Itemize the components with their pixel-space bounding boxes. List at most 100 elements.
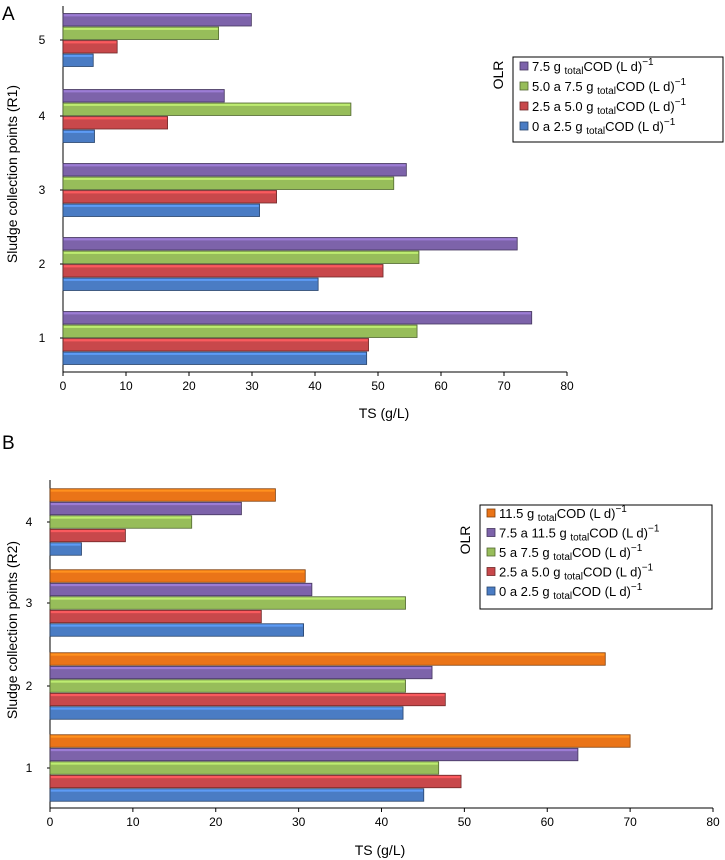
panel-b-y-tick-label: 3 <box>26 596 33 610</box>
panel-b-y-tick-label: 2 <box>26 679 33 693</box>
panel-b-bar-highlight <box>50 529 125 533</box>
panel-b-legend-label-orange: 11.5 g totalCOD (L d)−1 <box>499 504 627 524</box>
panel-b-x-tick-label: 40 <box>375 815 389 829</box>
panel-a-bar-highlight <box>63 27 218 30</box>
panel-b-y-tick-label: 4 <box>26 515 33 529</box>
panel-b-bar-highlight <box>50 707 403 710</box>
panel-b-bar-highlight <box>50 775 461 779</box>
panel-b-bar-red-point-3 <box>49 609 262 624</box>
panel-a-bar-red-point-5 <box>62 40 118 54</box>
panel-a-legend-label-green: 5.0 a 7.5 g totalCOD (L d)−1 <box>532 77 687 97</box>
panel-b-bar-highlight <box>50 516 191 519</box>
panel-a-legend-swatch-red <box>519 101 529 111</box>
panel-b-bar-green-point-1 <box>49 761 440 775</box>
panel-b-bar-highlight <box>50 748 578 752</box>
panel-a-x-tick-label: 70 <box>497 379 511 393</box>
panel-b-bar-highlight <box>50 653 605 656</box>
panel-a-bar-highlight <box>63 177 393 180</box>
panel-b-bar-purple-point-4 <box>49 501 242 516</box>
panel-b-bar-orange-point-3 <box>49 569 306 583</box>
panel-b-bar-highlight <box>50 735 630 738</box>
panel-b-bar-blue-point-4 <box>49 542 82 556</box>
panel-b: B 0 10 20 30 40 50 60 70 80 1 2 3 4 Sludge collectio… <box>2 433 720 858</box>
panel-a-bar-green-point-4 <box>62 102 352 116</box>
panel-a-legend-label-red: 2.5 a 5.0 g totalCOD (L d)−1 <box>532 97 687 117</box>
panel-a-legend-label-blue: 0 a 2.5 g totalCOD (L d)−1 <box>532 117 676 137</box>
panel-a-bar-purple-point-3 <box>62 163 407 177</box>
panel-a-bar-highlight <box>63 238 517 241</box>
panel-a-y-tick-label: 5 <box>39 33 46 47</box>
panel-a-legend-swatch-green <box>519 81 529 91</box>
panel-b-legend-swatch-red <box>486 567 496 576</box>
panel-b-bar-highlight <box>50 680 405 683</box>
panel-a-legend: OLR 7.5 g totalCOD (L d)−15.0 a 7.5 g to… <box>490 56 724 143</box>
panel-a-y-tick-label: 1 <box>39 331 46 345</box>
panel-b-bar-green-point-4 <box>49 515 193 529</box>
panel-a: A 0 10 20 30 40 50 60 70 80 1 2 3 4 5 Sludge collecti… <box>2 4 724 421</box>
panel-b-y-tick-label: 1 <box>26 761 33 775</box>
panel-a-bar-red-point-3 <box>62 190 277 204</box>
panel-a-bar-green-point-5 <box>62 26 220 40</box>
panel-a-legend-swatch-purple <box>519 61 529 71</box>
panel-b-bar-highlight <box>50 610 261 614</box>
panel-b-bar-highlight <box>50 570 305 573</box>
panel-b-bar-green-point-2 <box>49 679 406 693</box>
panel-a-bar-highlight <box>63 312 531 315</box>
panel-b-bar-purple-point-1 <box>49 747 579 762</box>
panel-a-bar-red-point-1 <box>62 338 369 352</box>
panel-b-legend-swatch-blue <box>486 586 496 596</box>
panel-b-bar-orange-point-1 <box>49 734 631 748</box>
panel-a-bar-highlight <box>63 191 276 194</box>
panel-b-x-tick-label: 80 <box>706 815 720 829</box>
panel-a-bar-blue-point-4 <box>62 129 95 143</box>
panel-b-legend-box <box>479 504 713 610</box>
panel-a-bar-highlight <box>63 54 93 57</box>
panel-b-y-axis-label: Sludge collection points (R2) <box>4 541 20 719</box>
panel-b-x-tick-label: 30 <box>292 815 306 829</box>
panel-b-bar-red-point-1 <box>49 774 462 789</box>
panel-a-bar-highlight <box>63 103 351 106</box>
panel-b-bar-blue-point-1 <box>49 788 425 802</box>
panel-a-x-tick-label: 40 <box>308 379 322 393</box>
panel-b-x-axis-label: TS (g/L) <box>355 842 406 858</box>
panel-a-legend-title: OLR <box>490 61 506 90</box>
panel-a-bar-red-point-2 <box>62 264 384 278</box>
panel-a-bar-highlight <box>63 164 406 167</box>
panel-b-bar-highlight <box>50 597 405 600</box>
panel-b-legend-swatch-purple <box>486 528 496 537</box>
panel-a-bar-blue-point-2 <box>62 277 319 291</box>
panel-b-bar-highlight <box>50 762 438 765</box>
panel-b-bar-green-point-3 <box>49 596 406 610</box>
panel-b-bar-purple-point-3 <box>49 582 313 597</box>
panel-b-bar-purple-point-2 <box>49 665 433 680</box>
panel-a-bar-blue-point-5 <box>62 53 94 67</box>
panel-a-bar-highlight <box>63 204 259 207</box>
panel-a-x-tick-label: 10 <box>119 379 133 393</box>
panel-a-x-tick-label: 30 <box>245 379 259 393</box>
panel-b-bar-highlight <box>50 624 303 627</box>
panel-a-legend-box <box>512 56 724 143</box>
panel-b-bar-highlight <box>50 583 312 587</box>
panel-a-label: A <box>2 4 15 25</box>
panel-b-legend-title: OLR <box>457 526 473 555</box>
panel-b-label: B <box>2 433 15 454</box>
panel-a-bar-highlight <box>63 117 167 120</box>
panel-a-bar-highlight <box>63 339 368 342</box>
panel-a-bar-red-point-4 <box>62 116 168 130</box>
panel-a-bar-blue-point-3 <box>62 203 260 217</box>
panel-a-bar-purple-point-2 <box>62 237 518 251</box>
panel-a-bar-highlight <box>63 41 117 44</box>
panel-b-bar-red-point-4 <box>49 528 126 543</box>
panel-b-bar-highlight <box>50 543 81 546</box>
panel-b-x-tick-label: 60 <box>541 815 555 829</box>
panel-a-x-tick-label: 50 <box>371 379 385 393</box>
panel-b-plot: 0 10 20 30 40 50 60 70 80 1 2 3 4 <box>26 480 720 829</box>
panel-b-bar-highlight <box>50 789 423 792</box>
panel-b-bar-blue-point-2 <box>49 706 404 720</box>
panel-b-legend-entries: 11.5 g totalCOD (L d)−17.5 a 11.5 g tota… <box>486 504 660 602</box>
panel-a-bar-green-point-3 <box>62 176 395 190</box>
panel-a-bar-blue-point-1 <box>62 351 368 365</box>
panel-a-bar-highlight <box>63 265 383 268</box>
panel-b-bar-orange-point-2 <box>49 652 606 666</box>
